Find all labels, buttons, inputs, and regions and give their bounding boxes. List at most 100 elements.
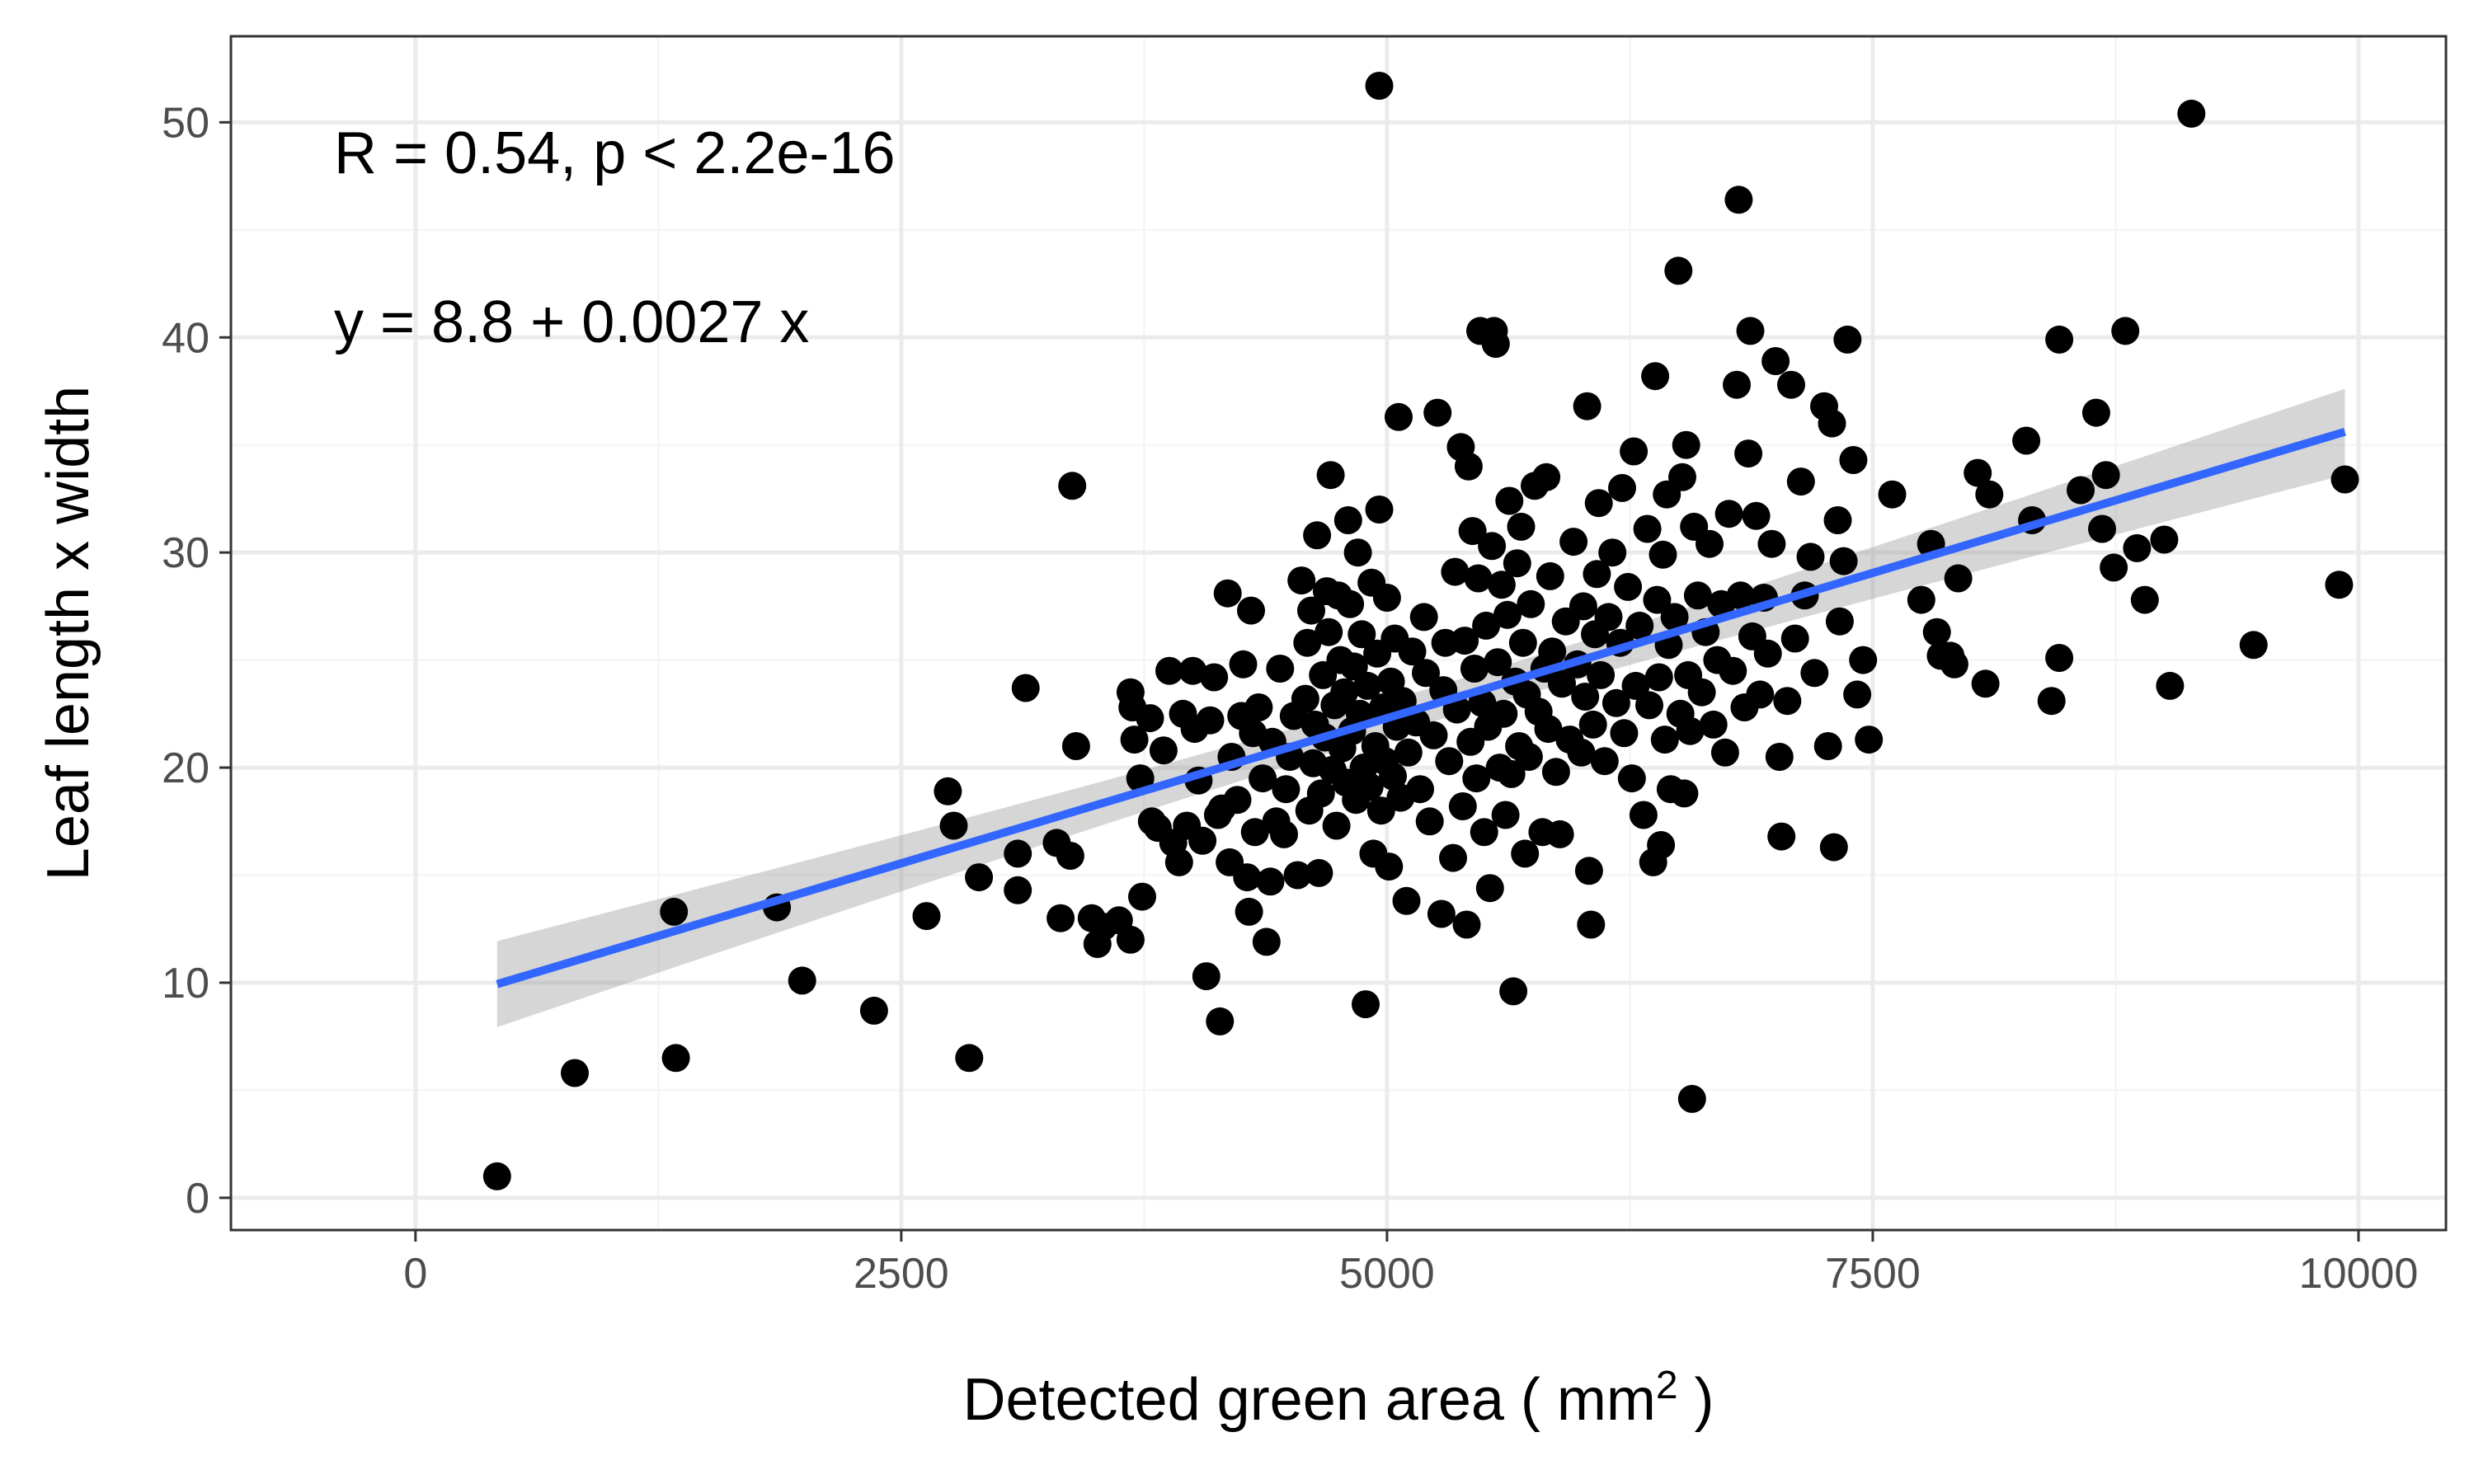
data-point [1548,669,1576,698]
data-point [1336,589,1365,618]
data-point [1470,818,1498,847]
y-tick-label: 30 [162,529,209,577]
data-point [965,863,994,892]
data-point [1126,764,1155,793]
data-point [561,1059,589,1087]
data-point [859,996,888,1025]
data-point [661,1044,690,1073]
data-point [1672,430,1700,459]
data-point [1761,347,1790,375]
correlation-annotation: R = 0.54, p < 2.2e-16 [334,120,895,186]
data-point [1683,581,1712,610]
data-point [1352,990,1380,1019]
data-point [1244,693,1273,721]
data-point [1819,833,1848,862]
data-point [1192,962,1221,991]
x-axis-title: Detected green area ( mm2 ) [962,1364,1714,1434]
data-point [1392,886,1421,915]
x-axis-title-main: Detected green area ( mm [962,1367,1655,1433]
y-tick-label: 50 [162,99,209,147]
data-point [1676,716,1705,745]
data-point [1507,512,1536,541]
data-point [1573,392,1602,420]
data-point [1499,977,1528,1006]
data-point [1598,538,1627,567]
data-point [1316,461,1345,490]
data-point [1594,603,1623,632]
regression-equation-annotation: y = 8.8 + 0.0027 x [334,289,809,355]
data-point [2325,571,2354,599]
data-point [1687,678,1716,707]
data-point [1061,732,1090,760]
data-point [1423,398,1452,427]
data-point [1322,811,1351,840]
data-point [955,1044,984,1073]
data-point [1736,317,1765,345]
data-point [1777,370,1805,399]
data-point [1116,925,1145,954]
data-point [1348,620,1376,649]
data-point [1839,446,1868,474]
data-point [1829,547,1858,575]
data-point [912,902,941,931]
data-point [1643,585,1672,614]
data-point [1508,628,1537,657]
data-point [1633,514,1662,543]
tick-layer: 0 2500 5000 7500 10000 0 10 20 30 40 50 [162,99,2418,1298]
data-point [1650,726,1679,754]
data-point [1629,801,1658,829]
data-point [1058,472,1087,500]
regression-line [496,427,2346,989]
data-point [1266,655,1295,683]
data-point [1439,843,1467,872]
y-tick-label: 40 [162,314,209,362]
data-point [1843,680,1872,709]
data-point [1649,540,1677,569]
data-point [1569,592,1597,621]
data-point [1047,904,1075,932]
x-axis-title-suffix: ) [1678,1367,1714,1433]
data-point [1333,506,1362,534]
data-point [1765,743,1794,771]
data-point [1491,801,1520,829]
data-point [1625,611,1654,640]
data-point [1641,362,1670,391]
data-point [1780,624,1809,653]
data-point [1305,858,1333,887]
data-point [1385,402,1413,431]
data-point [1256,867,1285,896]
data-point [1723,370,1751,399]
data-point [1734,439,1763,468]
data-point [1534,715,1563,744]
data-point [1475,874,1504,903]
data-point [1818,409,1846,438]
data-point [1944,564,1973,593]
data-point [1726,581,1755,610]
data-point [1664,256,1693,285]
data-point [1753,639,1782,668]
data-point [1514,743,1543,771]
data-point [1577,910,1606,939]
data-point [1608,473,1636,502]
data-point [1602,688,1630,717]
data-point [1240,818,1269,847]
data-point [1541,758,1570,787]
data-point [1427,899,1456,928]
data-point [1233,863,1262,892]
data-point [1660,603,1689,632]
data-point [1149,736,1178,765]
data-point [1578,710,1607,739]
data-point [1878,480,1907,509]
data-point [1237,596,1265,625]
data-point [1635,691,1663,720]
data-point [1464,564,1493,593]
data-point [1746,680,1775,709]
data-point [2081,398,2110,427]
data-point [939,811,968,840]
data-point [1800,659,1829,688]
data-point [1583,560,1611,589]
data-point [1004,839,1032,868]
data-point [1379,762,1407,791]
data-point [1365,495,1394,524]
